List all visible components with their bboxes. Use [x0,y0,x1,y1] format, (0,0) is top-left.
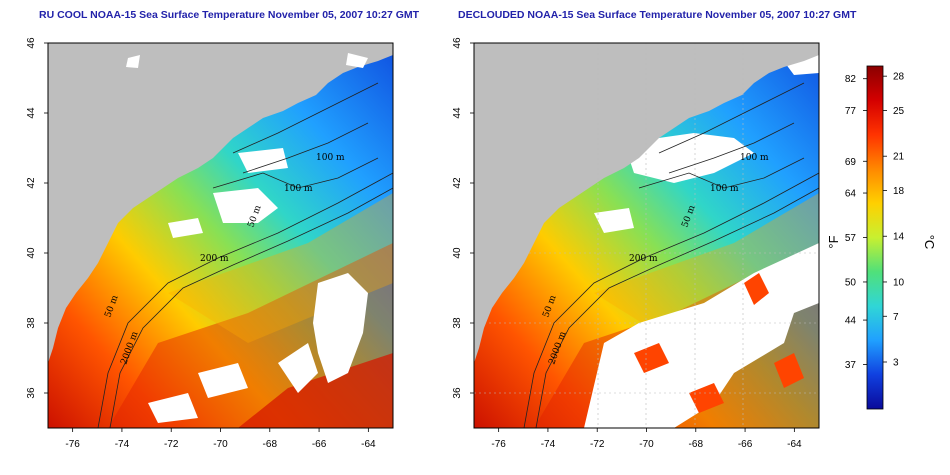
left-map-title: RU COOL NOAA-15 Sea Surface Temperature … [39,9,420,21]
lon-tick-label: -76 [491,439,506,450]
lat-axis: 36 38 40 42 44 46 [452,37,474,399]
colorbar-c-tick-label: 28 [893,72,905,83]
celsius-unit-label: °C [922,235,937,250]
celsius-ticks: 28 25 21 18 14 10 7 3 [883,72,905,368]
lon-tick-label: -76 [65,439,80,450]
colorbar-f-tick-label: 82 [845,74,857,85]
lon-axis: -76 -74 -72 -70 -68 -66 -64 [65,428,376,450]
lon-tick-label: -64 [787,439,802,450]
temperature-colorbar: 82 77 69 64 57 50 44 37 28 25 21 18 14 10 7 3 °F °C [826,65,937,410]
land-mass [474,43,819,363]
colorbar-f-tick-label: 44 [845,316,857,327]
contour-label: 100 m [710,184,739,194]
lat-tick-label: 44 [452,107,463,119]
lon-tick-label: -72 [590,439,605,450]
lat-tick-label: 38 [26,317,37,329]
fahrenheit-unit-label: °F [826,235,841,248]
lat-tick-label: 36 [452,387,463,399]
lat-tick-label: 36 [26,387,37,399]
colorbar-f-tick-label: 69 [845,157,857,168]
lat-tick-label: 40 [26,247,37,259]
cloud-patches [126,53,368,423]
lon-tick-label: -72 [164,439,179,450]
lon-tick-label: -66 [738,439,753,450]
lat-tick-label: 46 [26,37,37,49]
lon-tick-label: -70 [213,439,228,450]
bathymetry-contours [523,82,819,428]
lat-tick-label: 38 [452,317,463,329]
warm-eddies [634,273,804,413]
contour-label: 100 m [740,153,769,163]
lat-tick-label: 46 [452,37,463,49]
colorbar-f-tick-label: 37 [845,360,857,371]
colorbar-c-tick-label: 7 [893,312,899,323]
right-map-title: DECLOUDED NOAA-15 Sea Surface Temperatur… [458,9,857,21]
lon-tick-label: -64 [361,439,376,450]
lat-lon-grid [474,43,819,428]
raw-sst-map: 100 m 100 m 50 m 200 m 50 m 2000 m 36384… [26,37,394,450]
lon-tick-label: -74 [541,439,556,450]
contour-label: 200 m [629,254,658,264]
colorbar-c-tick-label: 10 [893,277,905,288]
lon-tick-label: -68 [263,439,278,450]
lat-tick-label: 42 [452,177,463,189]
contour-label: 200 m [200,254,229,264]
colorbar-f-tick-label: 77 [845,106,857,117]
colorbar-f-tick-label: 50 [845,277,857,288]
lat-tick-label: 44 [26,107,37,119]
lat-axis: 36 38 40 42 44 46 [26,37,48,399]
lon-tick-label: -74 [115,439,130,450]
lat-tick-label: 42 [26,177,37,189]
declouded-sst-map: 100 m 100 m 50 m 200 m 50 m 2000 m 36384… [452,37,820,450]
lat-tick-label: 40 [452,247,463,259]
colorbar-c-tick-label: 3 [893,357,899,368]
lon-tick-label: -70 [639,439,654,450]
colorbar-c-tick-label: 14 [893,232,905,243]
colorbar-c-tick-label: 25 [893,106,905,117]
colorbar-f-tick-label: 57 [845,233,857,244]
colorbar-f-tick-label: 64 [845,189,857,200]
lon-axis: -76 -74 -72 -70 -68 -66 -64 [491,428,802,450]
lon-tick-label: -68 [689,439,704,450]
contour-label: 100 m [284,184,313,194]
contour-label: 100 m [316,153,345,163]
colorbar-c-tick-label: 18 [893,186,905,197]
colorbar-c-tick-label: 21 [893,152,905,163]
lon-tick-label: -66 [312,439,327,450]
bathymetry-contours [97,82,393,428]
colorbar-ramp [866,65,884,410]
land-mass [48,43,393,363]
fahrenheit-ticks: 82 77 69 64 57 50 44 37 [845,74,867,371]
